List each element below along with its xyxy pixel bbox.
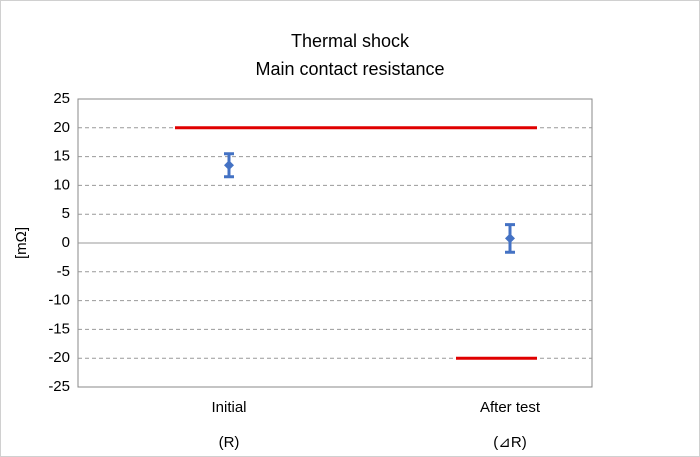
y-tick-label: 5	[62, 205, 70, 222]
x-tick-label: After test	[480, 399, 541, 416]
y-tick-label: 0	[62, 234, 70, 251]
x-tick-sublabel: (R)	[219, 434, 240, 451]
point-marker	[224, 160, 234, 171]
y-tick-label: 25	[53, 90, 70, 107]
y-tick-label: -10	[48, 292, 70, 309]
y-tick-label: -20	[48, 349, 70, 366]
point-marker	[505, 233, 515, 244]
y-axis-label: [mΩ]	[13, 227, 30, 259]
x-tick-label: Initial	[211, 399, 246, 416]
y-tick-label: 15	[53, 148, 70, 165]
y-tick-label: 10	[53, 176, 70, 193]
chart-title: Thermal shock	[291, 31, 410, 51]
y-tick-label: -5	[57, 263, 70, 280]
chart-subtitle: Main contact resistance	[255, 59, 444, 79]
y-tick-label: -25	[48, 378, 70, 395]
y-tick-label: 20	[53, 119, 70, 136]
y-tick-label: -15	[48, 320, 70, 337]
x-tick-sublabel: (⊿R)	[493, 434, 526, 451]
